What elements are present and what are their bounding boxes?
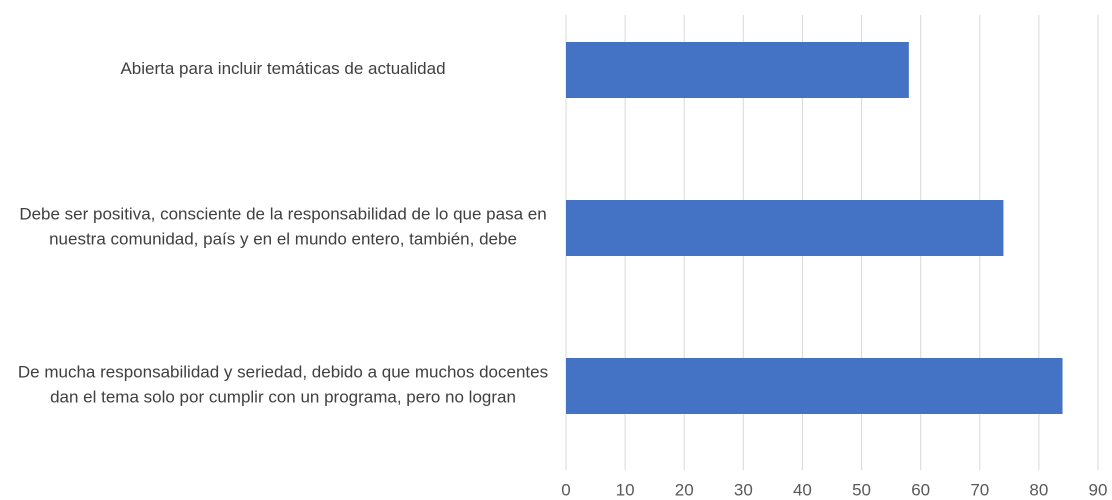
y-tick-label: Debe ser positiva, consciente de la resp…: [19, 205, 546, 249]
x-tick-label: 80: [1029, 480, 1048, 499]
x-tick-label: 60: [911, 480, 930, 499]
x-tick-label: 50: [852, 480, 871, 499]
x-tick-label: 20: [675, 480, 694, 499]
label-line: Abierta para incluir temáticas de actual…: [120, 59, 445, 78]
y-tick-label: De mucha responsabilidad y seriedad, deb…: [18, 363, 548, 407]
x-tick-label: 70: [970, 480, 989, 499]
x-tick-label: 90: [1089, 480, 1108, 499]
bar: [566, 42, 909, 98]
bar: [566, 200, 1004, 256]
label-line: Debe ser positiva, consciente de la resp…: [19, 205, 546, 224]
x-tick-label: 40: [793, 480, 812, 499]
y-tick-label: Abierta para incluir temáticas de actual…: [120, 59, 445, 78]
label-line: nuestra comunidad, país y en el mundo en…: [49, 230, 517, 249]
label-line: De mucha responsabilidad y seriedad, deb…: [18, 363, 548, 382]
label-line: dan el tema solo por cumplir con un prog…: [50, 388, 516, 407]
x-tick-label: 10: [616, 480, 635, 499]
bar: [566, 358, 1063, 414]
x-tick-label: 0: [561, 480, 570, 499]
x-tick-label: 30: [734, 480, 753, 499]
